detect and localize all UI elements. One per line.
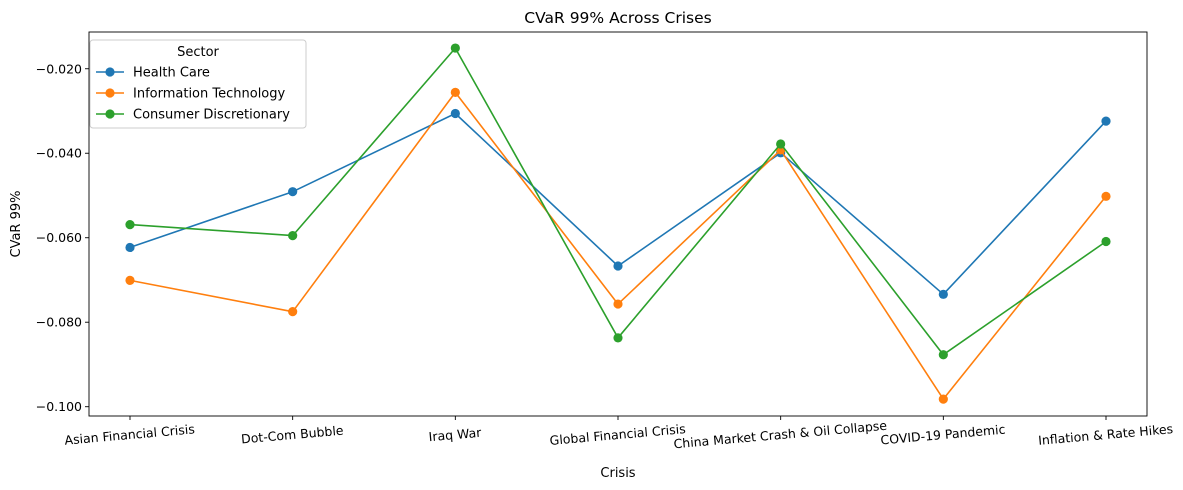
legend-title: Sector: [177, 45, 219, 60]
data-point: [938, 289, 948, 299]
data-point: [288, 187, 298, 197]
y-axis-label: CVaR 99%: [9, 191, 24, 258]
y-tick-label: −0.040: [36, 146, 82, 161]
legend-item: Consumer Discretionary: [96, 108, 290, 123]
data-point: [125, 275, 135, 285]
data-point: [613, 261, 623, 271]
x-tick-label: Iraq War: [428, 425, 483, 445]
legend-marker: [105, 67, 115, 77]
legend-item: Information Technology: [96, 87, 286, 102]
data-point: [125, 220, 135, 230]
legend-box: [89, 39, 307, 129]
legend-label: Health Care: [133, 66, 210, 81]
legend-marker: [105, 109, 115, 119]
series-consumer-discretionary: [125, 43, 1111, 360]
x-tick-label: China Market Crash & Oil Collapse: [673, 418, 888, 452]
x-tick-label: Global Financial Crisis: [549, 421, 686, 448]
x-tick-label: Inflation & Rate Hikes: [1038, 421, 1174, 448]
data-point: [1101, 191, 1111, 201]
data-point: [450, 43, 460, 53]
chart-title: CVaR 99% Across Crises: [524, 9, 711, 27]
legend: Sector Health Care Information Technology C…: [89, 39, 307, 129]
legend-label: Information Technology: [133, 87, 286, 102]
x-axis: Asian Financial Crisis Dot-Com Bubble Iraq…: [64, 416, 1174, 451]
y-axis: −0.100 −0.080 −0.060 −0.040 −0.020: [36, 61, 89, 414]
series-line: [129, 91, 1107, 400]
data-point: [125, 242, 135, 253]
data-point: [938, 394, 948, 404]
x-axis-label: Crisis: [600, 466, 635, 481]
legend-label: Consumer Discretionary: [133, 108, 290, 123]
y-tick-label: −0.080: [36, 315, 82, 330]
legend-item: Health Care: [96, 66, 210, 81]
data-point: [776, 139, 786, 149]
x-tick-label: Dot-Com Bubble: [240, 423, 344, 447]
y-tick-label: −0.060: [36, 230, 82, 245]
data-point: [1101, 116, 1111, 126]
data-point: [613, 299, 623, 309]
legend-marker: [105, 88, 115, 98]
data-point: [613, 333, 623, 343]
data-point: [938, 350, 948, 360]
x-tick-label: COVID-19 Pandemic: [880, 422, 1006, 448]
series-health-care: [125, 108, 1111, 299]
y-tick-label: −0.020: [36, 61, 82, 76]
data-point: [450, 108, 460, 119]
data-point: [1101, 236, 1111, 247]
y-tick-label: −0.100: [36, 399, 82, 414]
x-tick-label: Asian Financial Crisis: [64, 421, 195, 447]
series-information-technology: [125, 87, 1111, 404]
data-point: [288, 307, 298, 317]
data-point: [288, 231, 298, 241]
data-point: [450, 87, 460, 98]
series-layer: [125, 43, 1111, 404]
